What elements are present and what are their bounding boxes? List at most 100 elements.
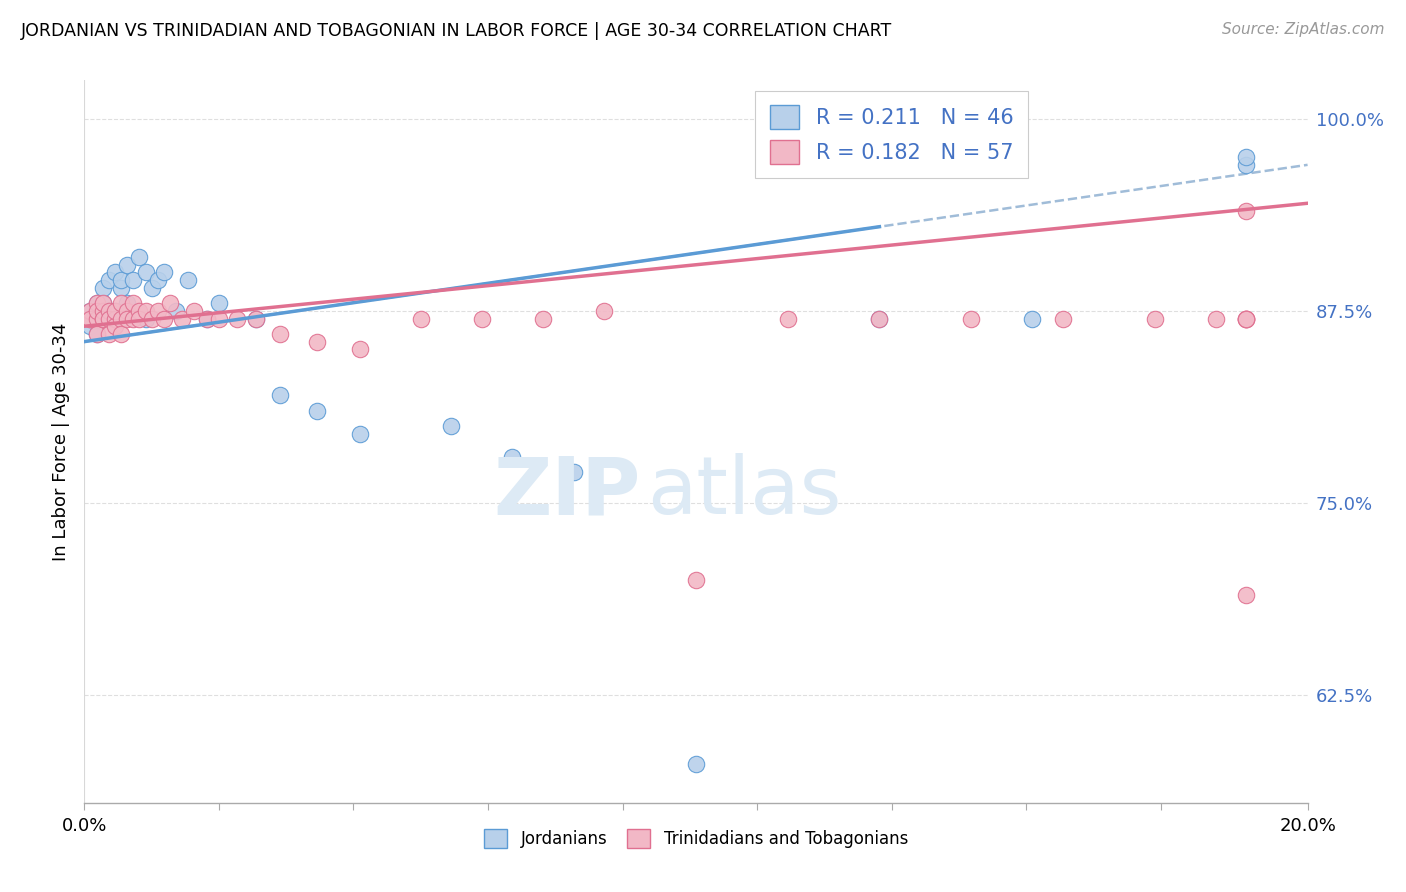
Point: [471, 311, 494, 326]
Point: [141, 281, 163, 295]
Point: [869, 311, 891, 326]
Point: [960, 311, 983, 326]
Point: [869, 311, 891, 326]
Point: [97, 304, 120, 318]
Point: [91, 311, 114, 326]
Point: [115, 311, 138, 326]
Point: [79, 311, 101, 326]
Point: [79, 304, 101, 318]
Point: [97, 304, 120, 318]
Point: [86, 311, 108, 326]
Point: [1236, 311, 1258, 326]
Point: [91, 311, 114, 326]
Point: [91, 281, 114, 295]
Point: [104, 311, 127, 326]
Point: [79, 311, 101, 326]
Point: [110, 326, 132, 341]
Point: [115, 304, 138, 318]
Point: [79, 304, 101, 318]
Point: [208, 296, 231, 310]
Point: [91, 304, 114, 318]
Point: [305, 404, 328, 418]
Point: [1236, 150, 1258, 164]
Point: [86, 304, 108, 318]
Point: [110, 311, 132, 326]
Point: [172, 311, 194, 326]
Point: [685, 757, 707, 772]
Point: [1143, 311, 1166, 326]
Point: [79, 319, 101, 334]
Point: [97, 273, 120, 287]
Point: [562, 465, 585, 479]
Text: atlas: atlas: [647, 453, 841, 531]
Point: [195, 311, 218, 326]
Point: [91, 311, 114, 326]
Point: [593, 304, 616, 318]
Point: [1236, 311, 1258, 326]
Y-axis label: In Labor Force | Age 30-34: In Labor Force | Age 30-34: [52, 322, 70, 561]
Point: [153, 265, 176, 279]
Point: [1236, 311, 1258, 326]
Point: [86, 304, 108, 318]
Point: [685, 573, 707, 587]
Point: [440, 419, 463, 434]
Point: [110, 273, 132, 287]
Point: [159, 296, 181, 310]
Text: JORDANIAN VS TRINIDADIAN AND TOBAGONIAN IN LABOR FORCE | AGE 30-34 CORRELATION C: JORDANIAN VS TRINIDADIAN AND TOBAGONIAN …: [21, 22, 893, 40]
Point: [269, 326, 291, 341]
Point: [104, 304, 127, 318]
Point: [153, 311, 176, 326]
Point: [1205, 311, 1227, 326]
Point: [86, 326, 108, 341]
Point: [79, 311, 101, 326]
Point: [115, 258, 138, 272]
Point: [128, 311, 150, 326]
Point: [91, 311, 114, 326]
Point: [1236, 588, 1258, 602]
Point: [1236, 203, 1258, 218]
Point: [86, 326, 108, 341]
Point: [128, 250, 150, 264]
Point: [122, 296, 145, 310]
Point: [104, 319, 127, 334]
Point: [86, 296, 108, 310]
Point: [135, 304, 157, 318]
Legend: Jordanians, Trinidadians and Tobagonians: Jordanians, Trinidadians and Tobagonians: [472, 817, 920, 860]
Point: [97, 311, 120, 326]
Point: [115, 296, 138, 310]
Point: [531, 311, 554, 326]
Point: [104, 265, 127, 279]
Point: [146, 273, 169, 287]
Point: [349, 426, 371, 441]
Point: [1021, 311, 1043, 326]
Point: [86, 311, 108, 326]
Point: [1236, 158, 1258, 172]
Point: [226, 311, 249, 326]
Point: [305, 334, 328, 349]
Point: [349, 343, 371, 357]
Point: [165, 304, 187, 318]
Text: Source: ZipAtlas.com: Source: ZipAtlas.com: [1222, 22, 1385, 37]
Point: [1052, 311, 1074, 326]
Point: [135, 311, 157, 326]
Point: [91, 296, 114, 310]
Point: [269, 388, 291, 402]
Point: [409, 311, 432, 326]
Point: [208, 311, 231, 326]
Point: [104, 304, 127, 318]
Point: [110, 296, 132, 310]
Point: [86, 311, 108, 326]
Point: [146, 304, 169, 318]
Point: [1236, 311, 1258, 326]
Point: [177, 273, 200, 287]
Point: [776, 311, 799, 326]
Point: [122, 273, 145, 287]
Point: [183, 304, 205, 318]
Point: [97, 326, 120, 341]
Point: [128, 304, 150, 318]
Point: [79, 311, 101, 326]
Point: [122, 311, 145, 326]
Point: [97, 311, 120, 326]
Text: ZIP: ZIP: [494, 453, 641, 531]
Point: [245, 311, 267, 326]
